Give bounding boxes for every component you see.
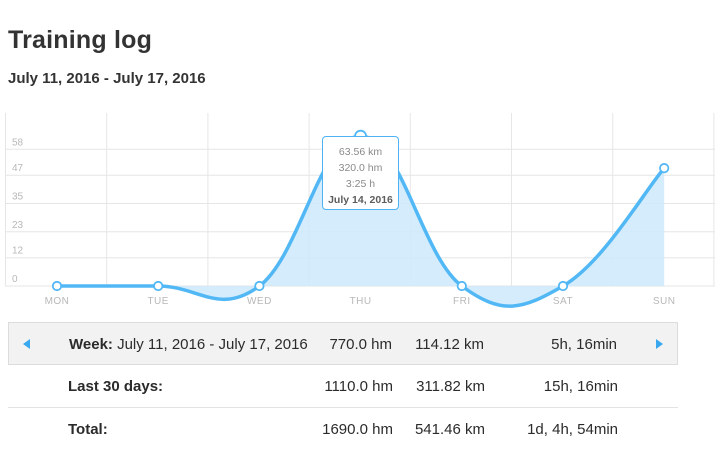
y-tick-label: 0 (12, 274, 18, 285)
tooltip-elevation: 320.0 hm (338, 162, 383, 174)
chart-tooltip: 63.56 km 320.0 hm 3:25 h July 14, 2016 (322, 136, 399, 210)
week-distance: 114.12 km (415, 336, 484, 353)
caret-left-icon (23, 339, 30, 349)
week-elevation: 770.0 hm (329, 336, 392, 353)
page-title: Training log (8, 26, 153, 54)
x-tick-label: WED (247, 296, 272, 307)
prev-week-button[interactable] (9, 323, 45, 366)
last30-distance: 311.82 km (416, 378, 485, 395)
stats-row-total: Total: 1690.0 hm 541.46 km 1d, 4h, 54min (8, 408, 678, 451)
y-tick-label: 58 (12, 137, 24, 148)
data-point[interactable] (153, 280, 164, 292)
total-elevation: 1690.0 hm (322, 421, 393, 438)
total-label: Total: (68, 421, 108, 438)
week-label: Week: July 11, 2016 - July 17, 2016 (69, 336, 308, 353)
tooltip-duration: 3:25 h (345, 178, 376, 190)
stats-row-last30: Last 30 days: 1110.0 hm 311.82 km 15h, 1… (8, 365, 678, 408)
x-tick-label: SUN (653, 296, 676, 307)
x-tick-label: TUE (147, 296, 169, 307)
last30-time: 15h, 16min (543, 378, 618, 395)
last30-label: Last 30 days: (68, 378, 164, 395)
y-tick-label: 35 (12, 192, 24, 203)
x-tick-label: SAT (553, 296, 573, 307)
week-time: 5h, 16min (551, 336, 617, 353)
stats-table: Week: July 11, 2016 - July 17, 2016 770.… (8, 322, 678, 451)
data-point[interactable] (557, 280, 569, 292)
y-tick-label: 47 (12, 163, 24, 174)
x-tick-label: MON (45, 296, 70, 307)
tooltip-distance: 63.56 km (338, 146, 383, 158)
total-distance: 541.46 km (414, 421, 485, 438)
y-tick-label: 23 (12, 220, 24, 231)
data-point[interactable] (254, 280, 265, 292)
x-tick-label: THU (350, 296, 372, 307)
data-point[interactable] (456, 280, 467, 292)
date-range: July 11, 2016 - July 17, 2016 (8, 70, 206, 87)
caret-right-icon (656, 339, 663, 349)
chart-area (57, 136, 665, 307)
data-point[interactable] (51, 280, 63, 292)
week-range: July 11, 2016 - July 17, 2016 (117, 336, 308, 353)
tooltip-date: July 14, 2016 (328, 194, 393, 206)
y-tick-label: 12 (12, 246, 24, 257)
next-week-button[interactable] (641, 323, 677, 366)
x-tick-label: FRI (453, 296, 471, 307)
data-point[interactable] (659, 163, 670, 174)
stats-row-week: Week: July 11, 2016 - July 17, 2016 770.… (8, 322, 678, 365)
last30-elevation: 1110.0 hm (324, 378, 393, 395)
total-time: 1d, 4h, 54min (527, 421, 618, 438)
